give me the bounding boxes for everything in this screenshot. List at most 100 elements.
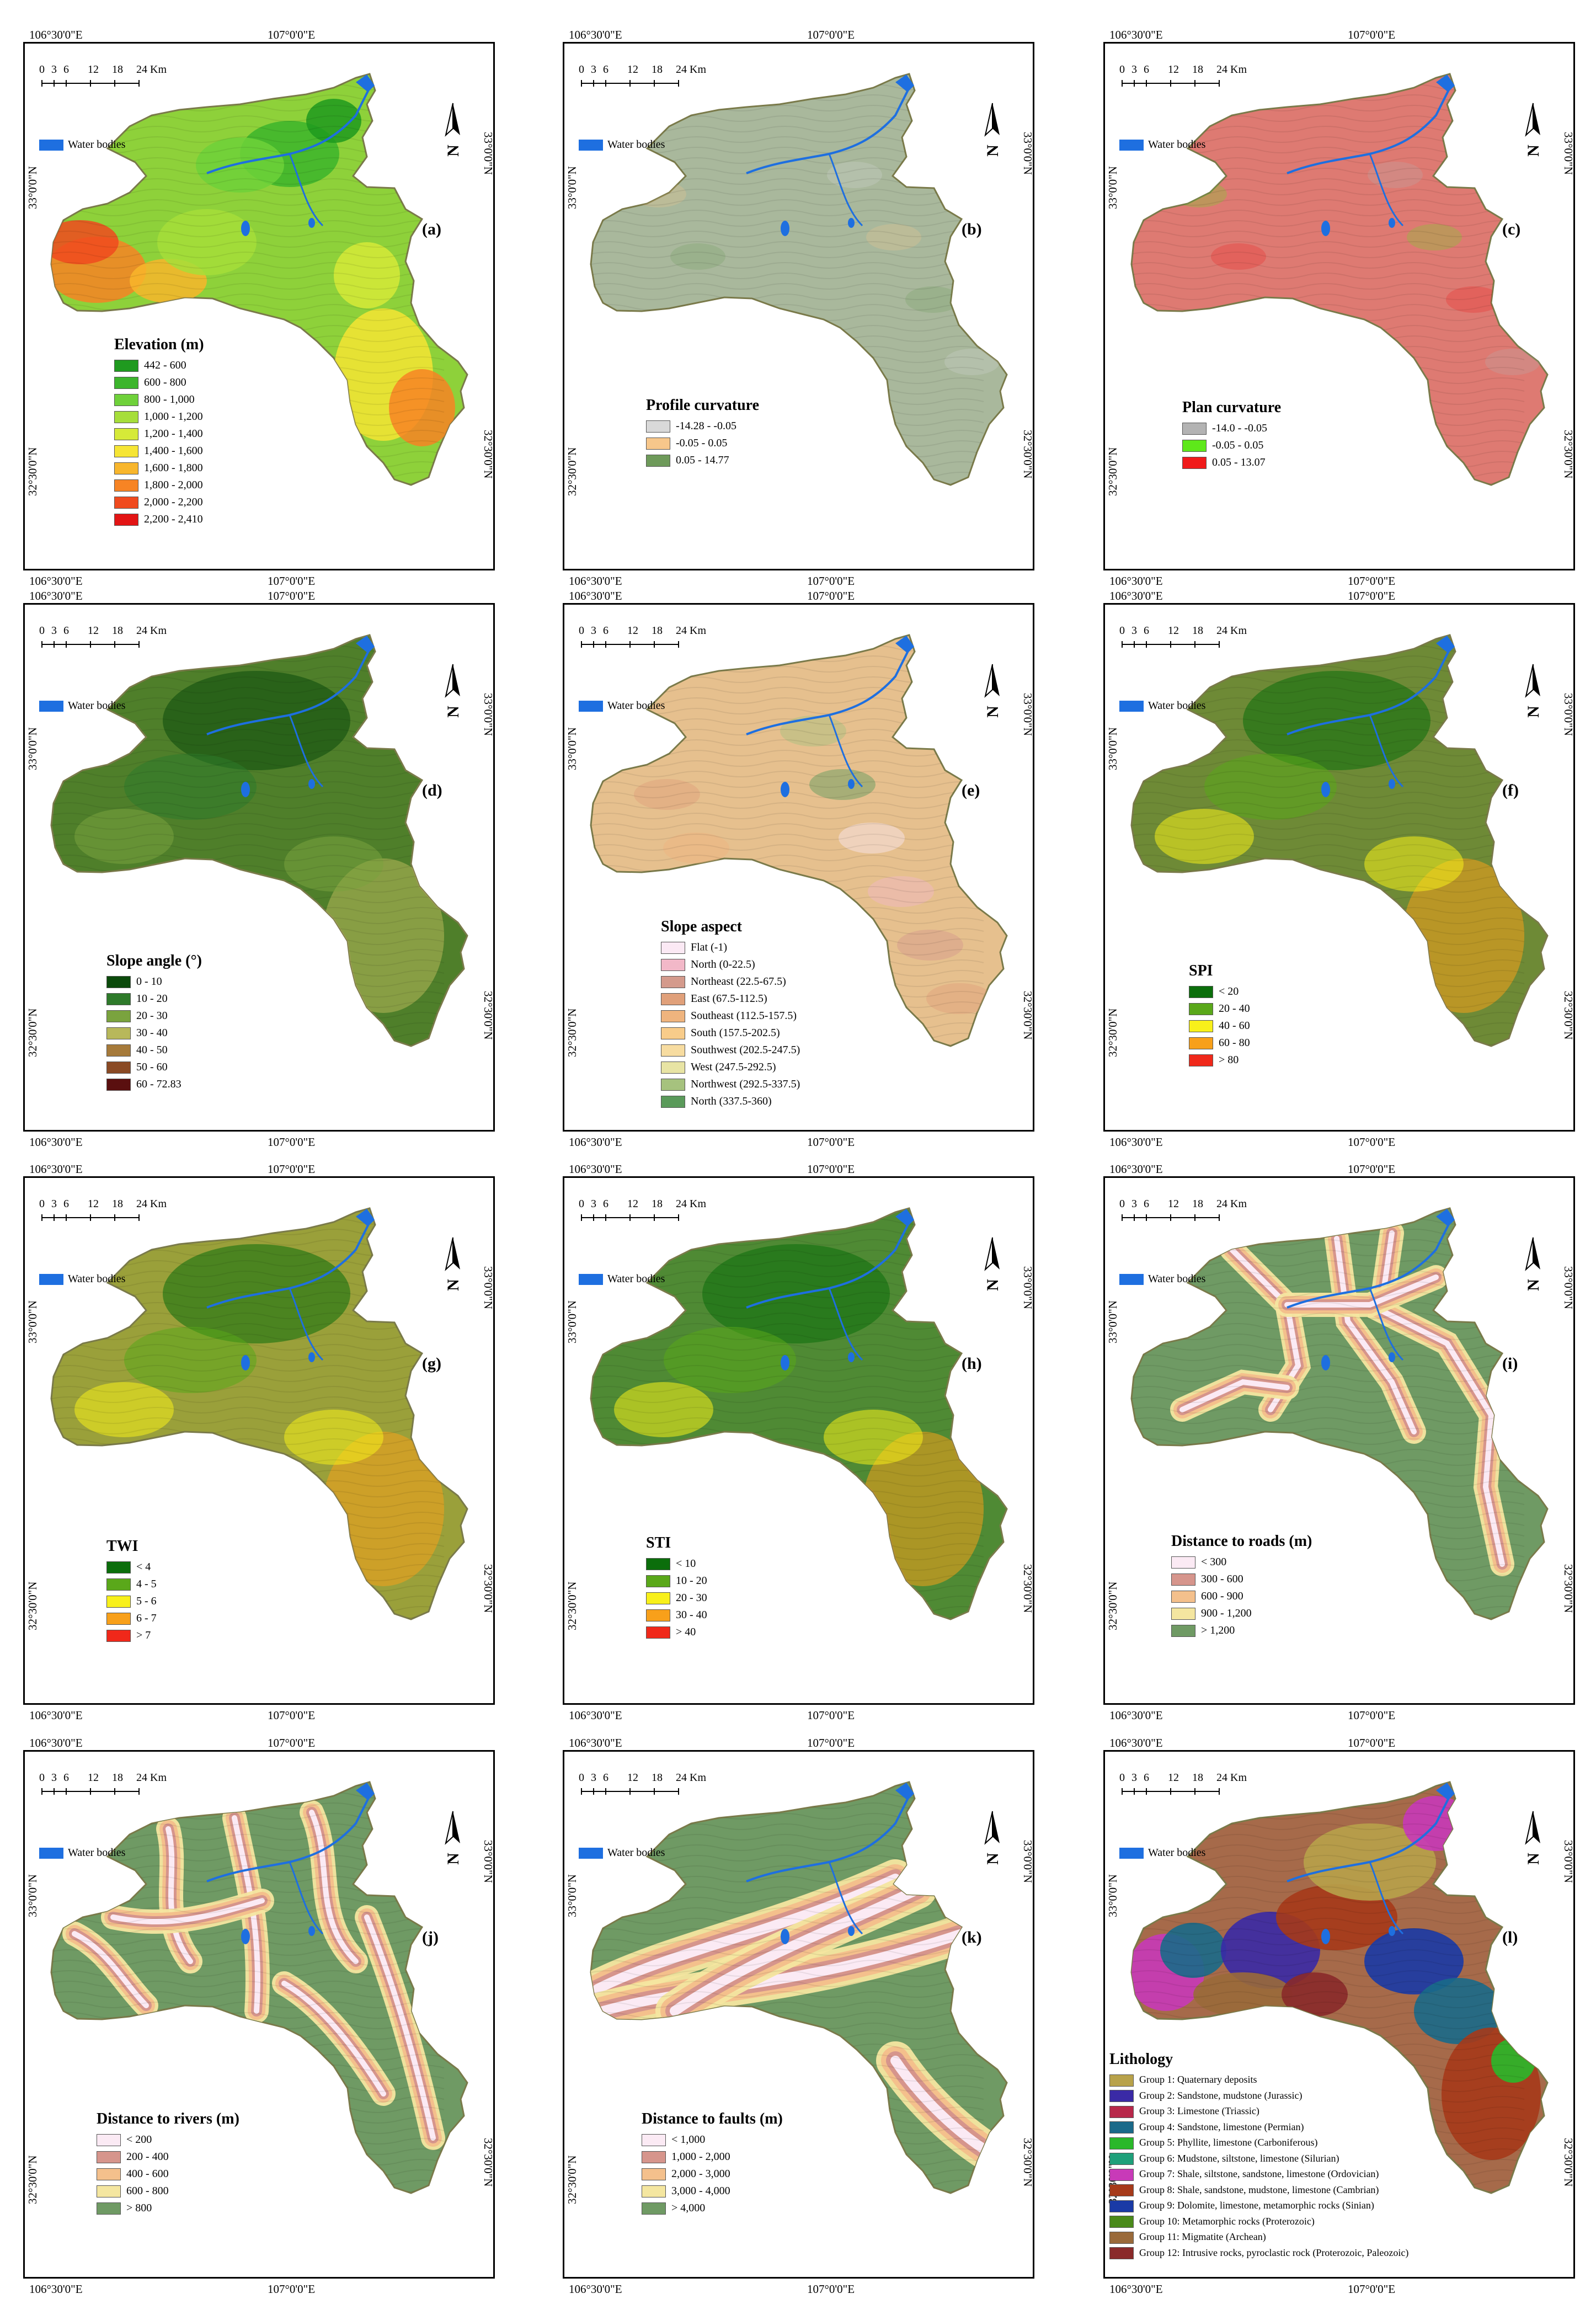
legend-item: 4 - 5 bbox=[106, 1576, 157, 1593]
legend-swatch bbox=[642, 2185, 666, 2198]
latitude-label-right-top: 33°0'0"N bbox=[1021, 1266, 1034, 1309]
scale-bar: 0 3 6 12 18 24 Km bbox=[1119, 1198, 1287, 1225]
water-swatch bbox=[39, 1274, 63, 1285]
legend-item-label: West (247.5-292.5) bbox=[691, 1061, 776, 1073]
latitude-label-left-bottom: 32°30'0"N bbox=[1106, 447, 1119, 496]
scale-tick-label: 3 bbox=[591, 63, 596, 76]
latitude-label-right-bottom: 32°30'0"N bbox=[1562, 430, 1575, 479]
water-body bbox=[356, 1783, 375, 1800]
legend-swatch bbox=[114, 411, 138, 424]
legend-item: East (67.5-112.5) bbox=[661, 990, 800, 1007]
latitude-label-right-top: 33°0'0"N bbox=[1021, 693, 1034, 736]
scale-tick-label: 6 bbox=[63, 1772, 69, 1784]
legend: Plan curvature -14.0 - -0.05 -0.05 - 0.05 0… bbox=[1182, 399, 1281, 471]
water-body bbox=[356, 74, 375, 92]
water-body bbox=[241, 1355, 250, 1370]
legend: Profile curvature -14.28 - -0.05 -0.05 - 0… bbox=[646, 397, 759, 469]
svg-text:N: N bbox=[444, 1853, 462, 1865]
panel-label: (f) bbox=[1502, 781, 1519, 799]
scale-tick-label: 12 bbox=[88, 1198, 99, 1210]
legend-swatch bbox=[646, 438, 670, 450]
longitude-label-top-right: 107°0'0"E bbox=[807, 28, 855, 41]
legend-swatch bbox=[661, 976, 685, 989]
water-body bbox=[1321, 1929, 1330, 1944]
legend-item: 60 - 72.83 bbox=[106, 1076, 202, 1093]
water-bodies-label: Water bodies bbox=[607, 1847, 665, 1859]
legend: Lithology Group 1: Quaternary deposits Gro… bbox=[1109, 2051, 1408, 2260]
scale-tick-label: 0 bbox=[39, 1198, 45, 1210]
water-body bbox=[241, 221, 250, 236]
scale-tick-label: 24 Km bbox=[1216, 625, 1247, 637]
latitude-label-right-top: 33°0'0"N bbox=[1562, 1266, 1575, 1309]
river-line bbox=[746, 643, 913, 735]
legend-item: < 20 bbox=[1189, 983, 1250, 1000]
latitude-label-right-top: 33°0'0"N bbox=[1021, 1840, 1034, 1883]
longitude-label-top-left: 106°30'0"E bbox=[569, 28, 622, 41]
latitude-label-left-top: 33°0'0"N bbox=[26, 1300, 39, 1343]
legend-swatch bbox=[1182, 423, 1207, 435]
legend-item-label: > 40 bbox=[676, 1626, 696, 1638]
legend-item-label: 30 - 40 bbox=[676, 1609, 707, 1621]
water-body bbox=[781, 1929, 789, 1944]
longitude-label-top-left: 106°30'0"E bbox=[29, 28, 83, 41]
legend-item: 20 - 30 bbox=[646, 1589, 707, 1607]
legend-title: Distance to rivers (m) bbox=[97, 2110, 239, 2127]
scale-tick-label: 12 bbox=[627, 625, 638, 637]
legend-item-label: Group 7: Shale, siltstone, sandstone, li… bbox=[1139, 2168, 1379, 2179]
legend-swatch bbox=[1109, 2247, 1134, 2260]
legend-title: Slope angle (°) bbox=[106, 952, 202, 969]
water-bodies-legend: Water bodies bbox=[579, 1273, 665, 1285]
scale-tick-label: 24 Km bbox=[676, 63, 706, 76]
water-bodies-legend: Water bodies bbox=[1119, 138, 1205, 151]
scale-bar: 0 3 6 12 18 24 Km bbox=[1119, 63, 1287, 91]
legend-item: < 4 bbox=[106, 1559, 157, 1576]
latitude-label-right-top: 33°0'0"N bbox=[1562, 693, 1575, 736]
latitude-label-right-bottom: 32°30'0"N bbox=[482, 430, 495, 479]
longitude-label-bottom-right: 107°0'0"E bbox=[1348, 2282, 1396, 2296]
legend-swatch bbox=[1109, 2153, 1134, 2165]
water-body bbox=[895, 636, 914, 653]
river-line bbox=[1287, 82, 1454, 174]
longitude-label-bottom-left: 106°30'0"E bbox=[29, 1709, 83, 1722]
legend-item: 2,000 - 2,200 bbox=[114, 494, 204, 511]
legend-item-label: South (157.5-202.5) bbox=[691, 1027, 780, 1039]
scale-tick-label: 0 bbox=[579, 625, 584, 637]
latitude-label-left-bottom: 32°30'0"N bbox=[26, 2155, 39, 2204]
legend-item: 5 - 6 bbox=[106, 1593, 157, 1610]
legend-item-label: Group 5: Phyllite, limestone (Carbonifer… bbox=[1139, 2137, 1318, 2148]
scale-tick-label: 6 bbox=[603, 625, 608, 637]
water-body bbox=[1436, 74, 1455, 92]
legend-title: Slope aspect bbox=[661, 918, 742, 935]
legend-item-label: 900 - 1,200 bbox=[1201, 1607, 1252, 1619]
legend-swatch bbox=[1182, 457, 1207, 470]
legend-swatch bbox=[1109, 2200, 1134, 2212]
map-panel-g: 106°30'0"E 107°0'0"E 106°30'0"E 107°0'0"E 33… bbox=[23, 1162, 495, 1722]
river-line bbox=[1369, 1861, 1404, 1935]
panel-label: (e) bbox=[962, 781, 980, 799]
water-body bbox=[308, 1352, 315, 1362]
scale-tick-label: 18 bbox=[1192, 1772, 1203, 1784]
legend-item: Northwest (292.5-337.5) bbox=[661, 1076, 800, 1093]
legend-item-label: 0.05 - 13.07 bbox=[1212, 456, 1266, 468]
north-arrow-icon: N bbox=[444, 102, 462, 163]
legend-item: -14.0 - -0.05 bbox=[1182, 420, 1281, 437]
scale-bar: 0 3 6 12 18 24 Km bbox=[39, 625, 207, 652]
longitude-label-bottom-right: 107°0'0"E bbox=[268, 1135, 316, 1149]
latitude-label-right-bottom: 32°30'0"N bbox=[1562, 2138, 1575, 2187]
river-line bbox=[206, 82, 373, 174]
longitude-label-top-left: 106°30'0"E bbox=[1109, 589, 1163, 602]
legend-item: 600 - 800 bbox=[97, 2183, 239, 2200]
panel-label: (c) bbox=[1502, 220, 1521, 238]
longitude-label-top-left: 106°30'0"E bbox=[569, 1736, 622, 1749]
legend-swatch bbox=[1171, 1591, 1195, 1603]
study-area-map bbox=[590, 634, 1008, 1047]
legend-item-label: < 300 bbox=[1201, 1556, 1227, 1568]
longitude-label-bottom-right: 107°0'0"E bbox=[268, 1709, 316, 1722]
panel-label: (a) bbox=[422, 220, 441, 238]
map-panel-a: 106°30'0"E 107°0'0"E 106°30'0"E 107°0'0"E 33… bbox=[23, 28, 495, 588]
legend-swatch bbox=[114, 377, 138, 390]
legend-swatch bbox=[642, 2202, 666, 2215]
scale-tick-label: 3 bbox=[51, 63, 57, 76]
legend-title: STI bbox=[646, 1534, 671, 1551]
legend-swatch bbox=[1109, 2090, 1134, 2103]
